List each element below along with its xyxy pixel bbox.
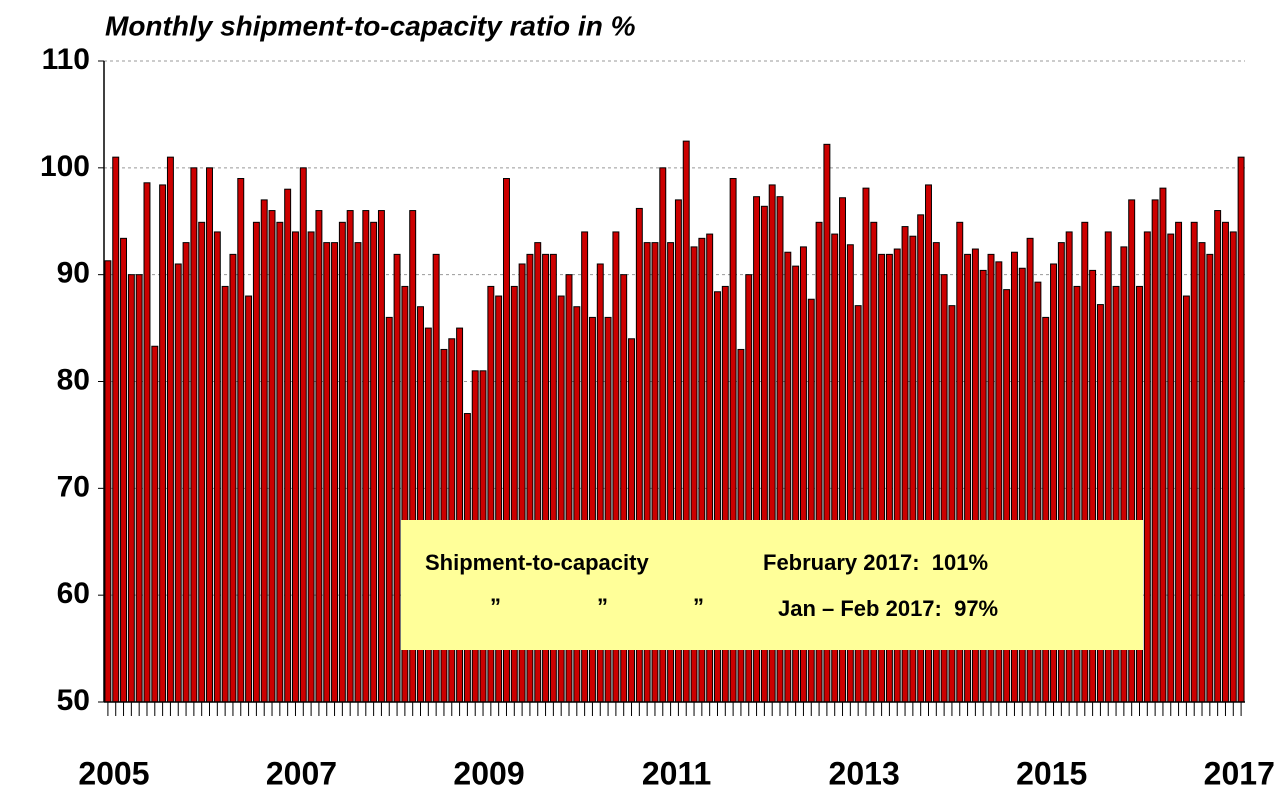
bar <box>1206 253 1214 703</box>
bar <box>1159 187 1167 703</box>
bar <box>174 263 182 703</box>
bar <box>229 253 237 703</box>
bar <box>135 274 143 703</box>
bar <box>307 231 315 703</box>
bar <box>370 221 378 703</box>
x-tick-label: 2017 <box>1204 755 1275 791</box>
x-tick-label: 2009 <box>453 755 524 791</box>
bar <box>338 221 346 703</box>
x-tick-label: 2007 <box>266 755 337 791</box>
bar <box>276 221 284 703</box>
bar <box>1143 231 1151 703</box>
annotation: ” <box>490 594 501 619</box>
y-tick-label: 70 <box>57 470 90 503</box>
bar <box>346 210 354 703</box>
bar <box>1229 231 1237 703</box>
bar <box>299 167 307 703</box>
y-tick-label: 60 <box>57 577 90 610</box>
bar <box>190 167 198 703</box>
bar <box>393 253 401 703</box>
annotation: Shipment-to-capacity <box>425 550 649 575</box>
bar <box>159 184 167 703</box>
bar <box>260 199 268 703</box>
bar <box>1167 233 1175 703</box>
y-tick-label: 90 <box>57 257 90 290</box>
x-tick-label: 2013 <box>829 755 900 791</box>
y-tick-label: 80 <box>57 363 90 396</box>
bar <box>252 221 260 703</box>
annotation: February 2017: 101% <box>763 550 988 575</box>
bar <box>1182 295 1190 703</box>
bar <box>245 295 253 703</box>
bar <box>151 345 159 703</box>
annotation-box <box>401 520 1143 650</box>
bar <box>112 156 120 703</box>
bar <box>143 182 151 703</box>
bar <box>362 210 370 703</box>
bar <box>120 237 128 703</box>
bar <box>268 210 276 703</box>
x-tick-label: 2005 <box>78 755 149 791</box>
bar <box>206 167 213 703</box>
bar <box>221 285 229 703</box>
bar <box>166 156 174 703</box>
bar <box>127 274 135 703</box>
bar <box>1198 242 1206 703</box>
y-tick-label: 50 <box>57 684 90 717</box>
bar <box>182 242 190 703</box>
bar <box>1190 221 1198 703</box>
chart-title: Monthly shipment-to-capacity ratio in % <box>105 10 636 41</box>
bar <box>291 231 299 703</box>
bar <box>213 231 221 703</box>
bar <box>385 316 393 703</box>
bar <box>284 188 292 703</box>
x-tick-label: 2015 <box>1016 755 1087 791</box>
bar <box>323 242 331 703</box>
bar <box>331 242 339 703</box>
bar <box>1175 221 1183 703</box>
bar <box>104 260 112 703</box>
bar <box>198 221 206 703</box>
bar <box>237 178 245 703</box>
bar <box>354 242 362 703</box>
bar <box>1151 199 1159 703</box>
y-tick-label: 100 <box>40 150 90 183</box>
annotation: ” <box>693 594 704 619</box>
bar <box>1237 156 1245 703</box>
bar <box>1214 210 1222 703</box>
annotation: Jan – Feb 2017: 97% <box>778 596 998 621</box>
bar <box>315 210 323 703</box>
y-tick-label: 110 <box>42 43 90 76</box>
bar <box>1221 221 1229 703</box>
x-tick-label: 2011 <box>642 755 711 791</box>
annotation: ” <box>597 594 608 619</box>
bar <box>377 210 385 703</box>
